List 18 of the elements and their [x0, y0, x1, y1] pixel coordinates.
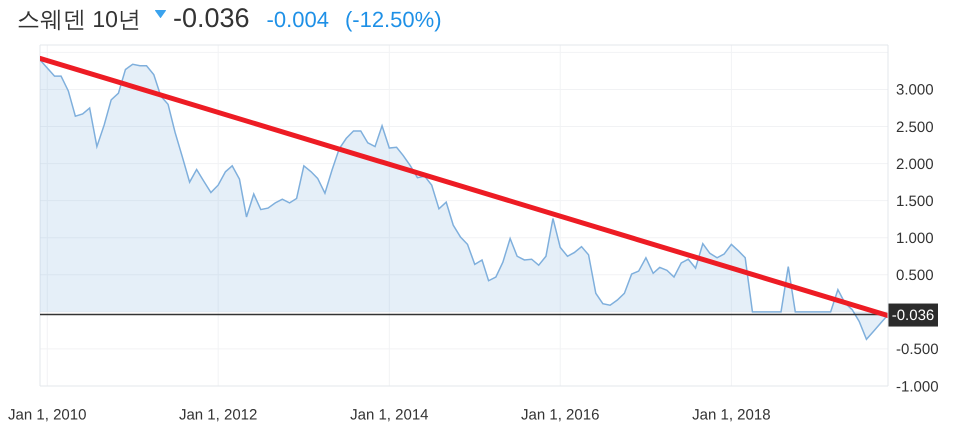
y-tick-label: -1.000	[896, 378, 939, 396]
x-tick-label: Jan 1, 2014	[350, 406, 429, 424]
y-tick-label: 2.000	[896, 156, 934, 173]
text: -0.004	[266, 7, 329, 33]
x-tick-label: Jan 1, 2010	[8, 406, 86, 424]
ref-line-label: -0.036	[892, 306, 934, 324]
chart-title: 스웨덴 10년	[17, 5, 141, 34]
y-tick-label: 3.000	[896, 82, 934, 99]
y-tick-label: 1.000	[896, 230, 934, 247]
y-tick-label: 0.500	[896, 267, 934, 284]
y-tick-label: 2.500	[896, 118, 934, 136]
text: (-12.50%)	[344, 7, 442, 33]
x-tick-label: Jan 1, 2016	[521, 406, 600, 424]
text: -0.036	[172, 3, 250, 34]
y-tick-label: 1.500	[896, 192, 934, 210]
x-tick-label: Jan 1, 2018	[692, 406, 771, 424]
y-tick-label: -0.500	[896, 341, 939, 358]
x-tick-label: Jan 1, 2012	[178, 406, 258, 424]
